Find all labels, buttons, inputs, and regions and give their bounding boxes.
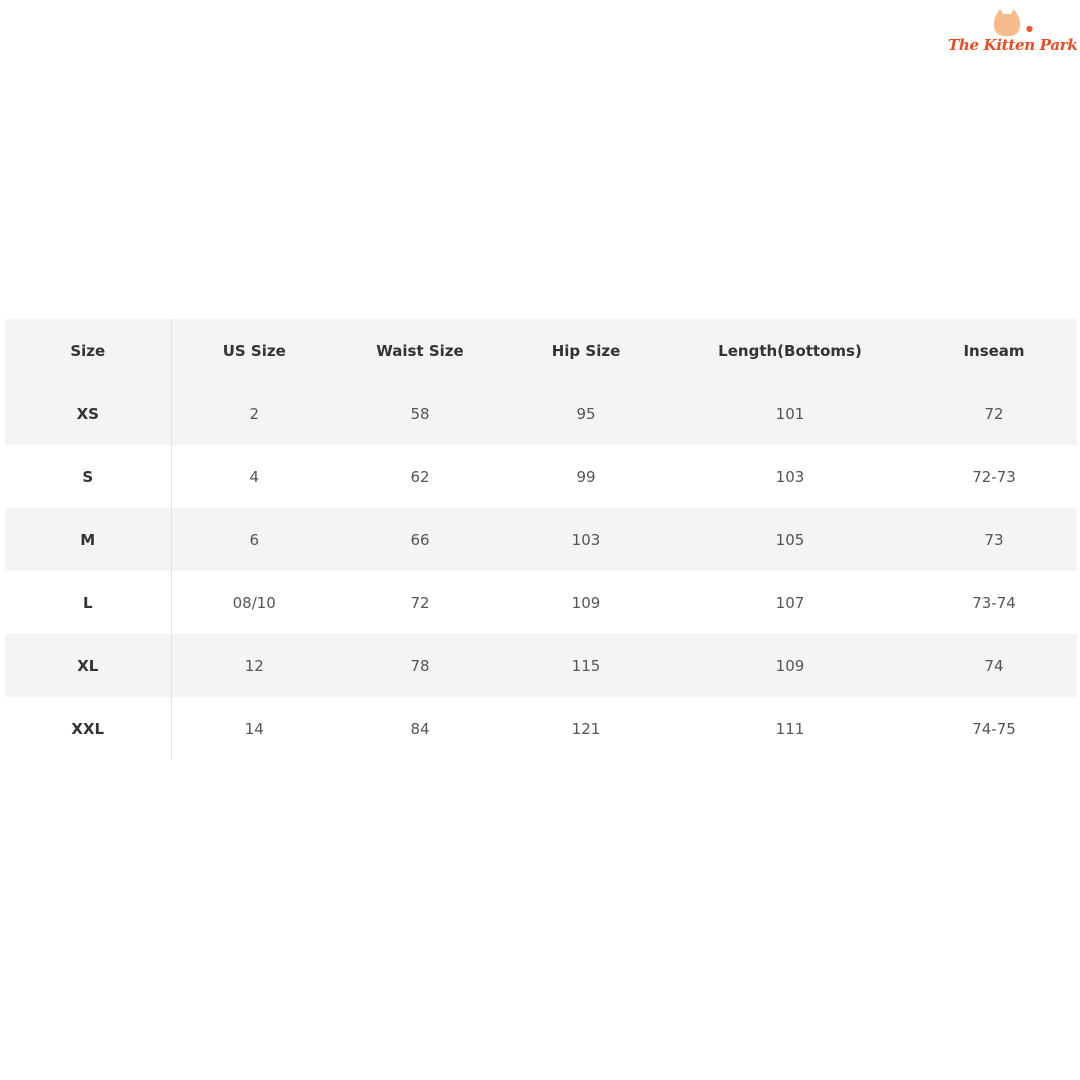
cell-inseam: 74-75	[972, 719, 1016, 738]
cell-us-size: 08/10	[232, 593, 276, 612]
cell-size: XL	[5, 634, 172, 697]
table-row: S 4 62 99 103 72-73	[5, 445, 1077, 508]
brand-logo: ● The Kitten Park	[948, 9, 1078, 64]
cell-hip-size: 103	[571, 530, 601, 549]
cell-hip-size: 115	[571, 656, 601, 675]
cell-length: 103	[775, 467, 805, 486]
cell-hip-size: 121	[571, 719, 601, 738]
table-row: XXL 14 84 121 111 74-75	[5, 697, 1077, 760]
table-row: L 08/10 72 109 107 73-74	[5, 571, 1077, 634]
cell-length: 105	[775, 530, 805, 549]
cell-waist-size: 58	[410, 404, 430, 423]
header-waist-size: Waist Size	[376, 341, 464, 360]
header-length: Length(Bottoms)	[718, 341, 862, 360]
cell-us-size: 2	[249, 404, 260, 423]
cell-waist-size: 62	[410, 467, 430, 486]
brand-name: The Kitten Park	[948, 36, 1078, 54]
cell-size: XS	[5, 382, 172, 445]
cell-inseam: 74	[984, 656, 1004, 675]
table-header-row: Size US Size Waist Size Hip Size Length(…	[5, 319, 1077, 382]
cell-size: M	[5, 508, 172, 571]
cell-waist-size: 78	[410, 656, 430, 675]
cell-us-size: 6	[249, 530, 260, 549]
cell-hip-size: 99	[576, 467, 596, 486]
cell-us-size: 14	[244, 719, 264, 738]
size-chart-table: Size US Size Waist Size Hip Size Length(…	[5, 319, 1077, 760]
table-row: XL 12 78 115 109 74	[5, 634, 1077, 697]
header-hip-size: Hip Size	[551, 341, 621, 360]
cell-hip-size: 109	[571, 593, 601, 612]
cell-length: 111	[775, 719, 805, 738]
table-row: M 6 66 103 105 73	[5, 508, 1077, 571]
cell-length: 109	[775, 656, 805, 675]
header-inseam: Inseam	[963, 341, 1025, 360]
cat-icon	[994, 9, 1020, 36]
cell-us-size: 4	[249, 467, 260, 486]
paw-icon: ●	[1026, 24, 1033, 33]
cell-inseam: 73	[984, 530, 1004, 549]
table-row: XS 2 58 95 101 72	[5, 382, 1077, 445]
cell-us-size: 12	[244, 656, 264, 675]
cell-inseam: 73-74	[972, 593, 1016, 612]
cell-size: S	[5, 445, 172, 508]
cell-length: 101	[775, 404, 805, 423]
cell-inseam: 72-73	[972, 467, 1016, 486]
header-size: Size	[5, 319, 172, 382]
cell-hip-size: 95	[576, 404, 596, 423]
cell-waist-size: 72	[410, 593, 430, 612]
cell-waist-size: 66	[410, 530, 430, 549]
cell-size: L	[5, 571, 172, 634]
cell-length: 107	[775, 593, 805, 612]
cell-size: XXL	[5, 697, 172, 760]
header-us-size: US Size	[222, 341, 286, 360]
cell-inseam: 72	[984, 404, 1004, 423]
cell-waist-size: 84	[410, 719, 430, 738]
